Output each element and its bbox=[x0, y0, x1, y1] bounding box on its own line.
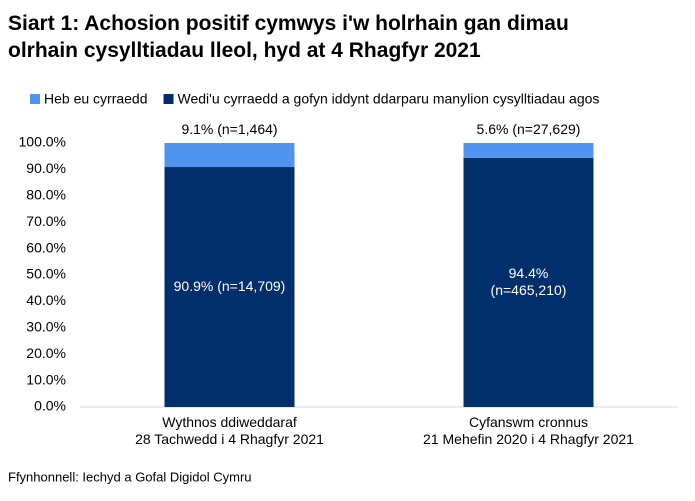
bar-segment bbox=[463, 157, 594, 407]
data-label: 94.4% (n=465,210) bbox=[491, 265, 567, 298]
x-tick-label: Cyfanswm cronnus 21 Mehefin 2020 i 4 Rhag… bbox=[423, 414, 634, 447]
data-label: 5.6% (n=27,629) bbox=[477, 121, 581, 137]
y-tick-label: 80.0% bbox=[26, 187, 66, 203]
y-tick-label: 30.0% bbox=[26, 319, 66, 335]
y-tick-label: 100.0% bbox=[19, 134, 66, 150]
source: Ffynhonnell: Iechyd a Gofal Digidol Cymr… bbox=[8, 469, 252, 484]
bar-segment bbox=[463, 143, 594, 158]
legend-label: Wedi'u cyrraedd a gofyn iddynt ddarparu … bbox=[178, 91, 600, 107]
y-tick-label: 50.0% bbox=[26, 266, 66, 282]
y-tick-label: 40.0% bbox=[26, 292, 66, 308]
y-tick-label: 0.0% bbox=[34, 398, 66, 414]
y-tick-label: 70.0% bbox=[26, 213, 66, 229]
y-tick-label: 60.0% bbox=[26, 239, 66, 255]
legend-swatch bbox=[30, 94, 40, 104]
bar-segment bbox=[164, 167, 295, 407]
x-tick-label: Wythnos ddiweddaraf 28 Tachwedd i 4 Rhagf… bbox=[135, 414, 324, 447]
y-tick-label: 90.0% bbox=[26, 160, 66, 176]
chart-title: Siart 1: Achosion positif cymwys i'w hol… bbox=[8, 12, 569, 62]
legend-swatch bbox=[163, 94, 174, 104]
y-tick-label: 10.0% bbox=[26, 371, 66, 387]
legend-label: Heb eu cyrraedd bbox=[44, 91, 148, 107]
bar-segment bbox=[164, 143, 295, 168]
y-tick-label: 20.0% bbox=[26, 345, 66, 361]
data-label: 90.9% (n=14,709) bbox=[174, 278, 286, 294]
data-label: 9.1% (n=1,464) bbox=[181, 121, 277, 137]
